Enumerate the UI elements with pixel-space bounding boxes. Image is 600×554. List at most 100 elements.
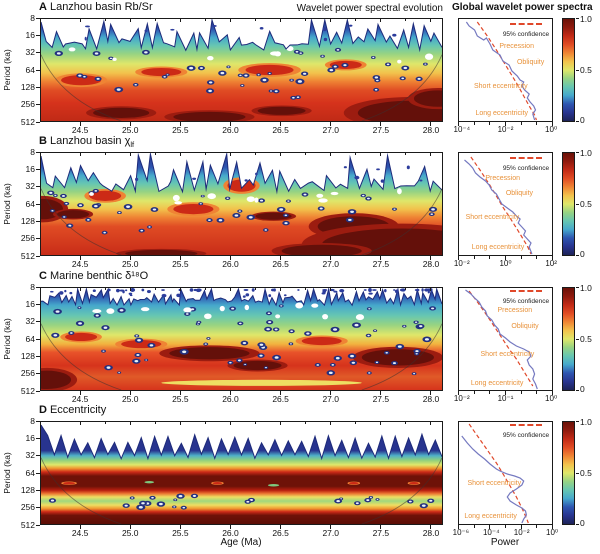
age-top-tickmark-minor: [405, 152, 407, 155]
colorbar-ticks: 1.0 0.5 0: [576, 148, 600, 258]
cycle-label: Long eccentricity: [471, 243, 525, 251]
colorbar-ticks: 1.0 0.5 0: [576, 283, 600, 394]
period-tick-label: 64: [25, 64, 35, 75]
period-tickmark: [36, 489, 40, 491]
age-top-tickmark: [179, 18, 181, 22]
age-tickmark: [380, 525, 382, 529]
panel-letter: D: [39, 404, 47, 416]
period-tickmark: [36, 390, 40, 392]
age-top-tickmark-minor: [154, 18, 156, 21]
confidence-curve: [476, 21, 537, 121]
period-tickmark: [36, 186, 40, 188]
period-tickmark: [36, 168, 40, 170]
age-top-tickmark-minor: [405, 421, 407, 424]
age-tickmark: [330, 256, 332, 260]
wavelet-spectrogram-d: [40, 421, 443, 525]
age-tick-label: 24.5: [71, 125, 89, 135]
colorbar-tickmark: [576, 18, 579, 19]
period-tickmark: [36, 69, 40, 71]
age-tick-label: 26.0: [222, 259, 239, 269]
age-tickmark: [380, 122, 382, 126]
age-tick-label: 26.5: [272, 125, 289, 135]
period-tick-label: 32: [25, 316, 35, 327]
power-tickmark: [458, 256, 459, 260]
age-tick-label: 25.0: [121, 259, 139, 269]
age-top-tickmark: [179, 287, 181, 291]
age-tick-label: 27.0: [322, 125, 339, 135]
age-tickmark: [229, 525, 231, 529]
age-tick-label: 24.5: [71, 394, 89, 404]
global-spectrum-a: 95% confidence Precession Obliquity Short e…: [458, 18, 553, 122]
age-tickmark: [229, 122, 231, 126]
age-tickmark: [79, 122, 81, 126]
age-top-tickmark-minor: [255, 152, 257, 155]
power-tick-label: 10⁰: [545, 394, 558, 403]
panel-title-d: D Eccentricity: [39, 404, 106, 418]
colorbar-tick-label: 0: [580, 383, 585, 394]
period-axis-ticks: 8 16 32 64 128 256 512: [18, 282, 35, 395]
power-tick-label: 10⁻²: [513, 528, 530, 537]
age-tickmark: [129, 525, 131, 529]
age-top-tickmark: [330, 152, 332, 156]
gws-annotations: 95% confidence Short eccentricity Long ecc…: [459, 422, 552, 524]
colorbar-gradient: [563, 153, 574, 255]
panel-letter: C: [39, 270, 47, 282]
cycle-label: Short eccentricity: [465, 214, 520, 222]
period-tick-label: 16: [25, 298, 35, 309]
age-tickmark: [79, 256, 81, 260]
age-tickmark: [79, 525, 81, 529]
age-axis-ticks: 24.5 25.0 25.5 26.0 26.5 27.0 27.5 28.0: [40, 391, 443, 404]
power-tick-label: 10⁻²: [453, 259, 470, 268]
period-tickmark: [36, 121, 40, 123]
period-axis-ticks: 8 16 32 64 128 256 512: [18, 147, 35, 260]
colorbar-tickmark: [576, 204, 579, 205]
panel-title-text: Lanzhou basin χ: [49, 135, 131, 147]
age-top-tickmark: [280, 18, 282, 22]
power-axis-ticks: 10⁻⁶ 10⁻⁴ 10⁻² 10⁰: [453, 525, 558, 538]
power-tickmark: [458, 122, 459, 126]
age-tick-label: 24.5: [71, 259, 89, 269]
age-top-tickmark-minor: [405, 18, 407, 21]
age-tick-label: 25.0: [121, 125, 139, 135]
confidence-legend-dash: [509, 290, 542, 293]
age-top-tickmark-minor: [104, 421, 106, 424]
period-axis-tickmarks: [36, 17, 40, 123]
age-tick-label: 25.0: [121, 394, 139, 404]
period-tick-label: 8: [30, 281, 35, 292]
age-tick-label: 27.5: [372, 259, 390, 269]
age-top-tickmark: [430, 287, 432, 291]
age-top-tickmark-minor: [154, 287, 156, 290]
age-top-tickmark-minor: [305, 18, 307, 21]
period-tickmark: [36, 437, 40, 439]
age-top-tickmark-minor: [355, 287, 357, 290]
age-top-tickmark: [430, 152, 432, 156]
age-tickmark: [79, 391, 81, 395]
power-tick-label: 10⁻⁴: [482, 528, 500, 537]
age-tickmark: [179, 256, 181, 260]
age-top-tickmark-minor: [305, 287, 307, 290]
age-tickmark: [330, 122, 332, 126]
cycle-label: Short eccentricity: [467, 480, 522, 488]
period-tick-label: 512: [20, 385, 35, 396]
age-tickmark: [179, 391, 181, 395]
age-tick-label: 24.5: [71, 528, 89, 538]
power-tickmark: [505, 391, 506, 395]
period-axis-label: Period (ka): [2, 452, 13, 494]
panel-title-b: B Lanzhou basin χlf: [39, 135, 134, 149]
spectrum-curve: [465, 289, 538, 390]
power-tickmark: [520, 525, 522, 529]
age-axis-ticks: 24.5 25.0 25.5 26.0 26.5 27.0 27.5 28.0: [40, 122, 443, 135]
period-tickmark: [36, 17, 40, 19]
age-top-tickmark: [330, 287, 332, 291]
confidence-label: 95% confidence: [502, 298, 550, 306]
period-tick-label: 256: [20, 233, 35, 244]
colorbar-tickmark: [576, 70, 579, 71]
panel-row-b: B Lanzhou basin χlf Period (ka) 8 16 32 64 12…: [0, 134, 600, 269]
age-top-tickmark-minor: [204, 152, 206, 155]
cycle-label: Short eccentricity: [474, 83, 528, 91]
period-tickmark: [36, 86, 40, 88]
period-tick-label: 256: [20, 502, 35, 513]
power-tickmark: [458, 525, 459, 529]
age-top-tickmark: [179, 421, 181, 425]
panel-title-text: Eccentricity: [49, 404, 107, 416]
